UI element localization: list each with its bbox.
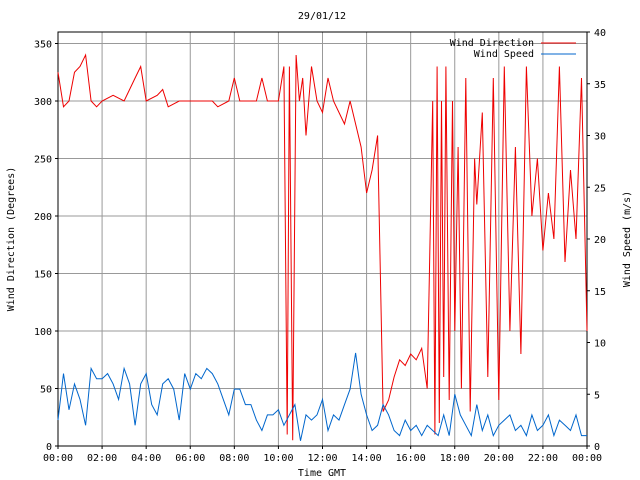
x-axis-label: Time GMT: [298, 468, 346, 479]
y-right-tick-label: 15: [594, 287, 606, 298]
y-right-tick-label: 5: [594, 390, 600, 401]
x-tick-label: 06:00: [175, 453, 205, 464]
series-line-wind-speed: [57, 352, 587, 441]
y-left-tick-label: 100: [34, 327, 52, 338]
x-tick-label: 02:00: [87, 453, 117, 464]
y-left-tick-label: 250: [34, 155, 52, 166]
x-tick-label: 00:00: [572, 453, 602, 464]
x-tick-label: 08:00: [219, 453, 249, 464]
y-left-tick-label: 200: [34, 212, 52, 223]
y-left-tick-label: 300: [34, 97, 52, 108]
y-axis-label-left: Wind Direction (Degrees): [6, 167, 17, 312]
legend: Wind Direction Wind Speed: [450, 38, 576, 60]
y-left-tick-label: 150: [34, 270, 52, 281]
y-right-tick-labels: 0 5 10 15 20 25 30 35 40: [587, 28, 606, 453]
y-axis-label-right: Wind Speed (m/s): [622, 191, 633, 287]
y-right-tick-label: 35: [594, 80, 606, 91]
y-right-tick-label: 40: [594, 28, 606, 39]
legend-label-wind-speed: Wind Speed: [474, 49, 534, 60]
legend-label-wind-direction: Wind Direction: [450, 38, 534, 49]
x-tick-labels: 00:00 02:00 04:00 06:00 08:00 10:00 12:00 14:00…: [43, 446, 602, 464]
x-tick-label: 18:00: [440, 453, 470, 464]
series-lines: [57, 53, 588, 441]
x-tick-label: 16:00: [396, 453, 426, 464]
series-line-wind-direction: [57, 53, 588, 441]
y-left-tick-label: 0: [46, 442, 52, 453]
x-tick-label: 00:00: [43, 453, 73, 464]
grid: [58, 32, 587, 446]
x-tick-label: 12:00: [307, 453, 337, 464]
y-right-tick-label: 10: [594, 339, 606, 350]
y-left-tick-label: 350: [34, 40, 52, 51]
y-right-tick-label: 0: [594, 442, 600, 453]
y-left-tick-label: 50: [40, 385, 52, 396]
x-tick-label: 04:00: [131, 453, 161, 464]
y-right-tick-label: 30: [594, 132, 606, 143]
chart-title: 29/01/12: [298, 11, 346, 22]
x-tick-label: 14:00: [352, 453, 382, 464]
x-tick-label: 10:00: [263, 453, 293, 464]
y-right-tick-label: 25: [594, 183, 606, 194]
y-left-tick-labels: 0 50 100 150 200 250 300 350: [34, 40, 58, 453]
x-tick-label: 20:00: [484, 453, 514, 464]
x-tick-label: 22:00: [528, 453, 558, 464]
y-right-tick-label: 20: [594, 235, 606, 246]
